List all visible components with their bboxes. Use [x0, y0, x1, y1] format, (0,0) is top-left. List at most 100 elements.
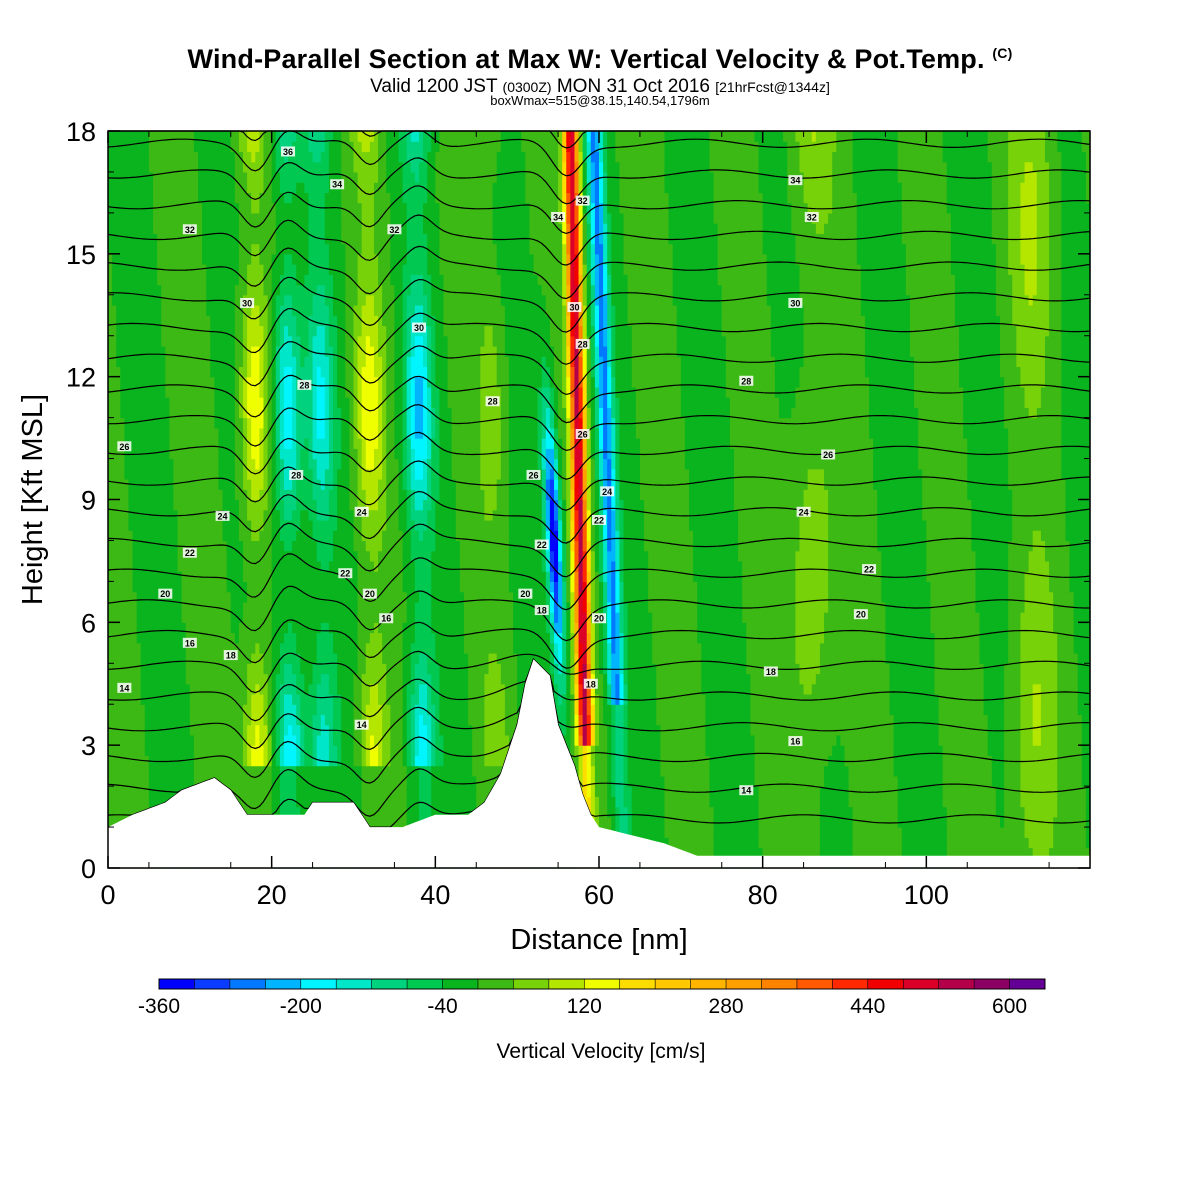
y-tick-label: 18	[66, 117, 96, 147]
colorbar-swatch	[548, 979, 585, 989]
theta-contour-label: 22	[592, 514, 606, 525]
y-tick-label: 0	[81, 854, 96, 884]
theta-contour-label: 14	[354, 719, 369, 730]
x-tick-label: 40	[420, 880, 450, 910]
colorbar-label: Vertical Velocity [cm/s]	[497, 1040, 706, 1063]
x-tick-label: 0	[100, 880, 115, 910]
box-info: boxWmax=515@38.15,140.54,1796m	[490, 93, 710, 108]
y-tick-label: 3	[81, 731, 96, 761]
theta-contour-label: 22	[338, 568, 353, 579]
vertical-velocity-field	[108, 131, 1091, 869]
y-tick-label: 6	[81, 608, 96, 638]
colorbar-swatch	[584, 979, 621, 989]
title-text: Wind-Parallel Section at Max W: Vertical…	[187, 44, 985, 74]
valid-utc: (0300Z)	[502, 79, 552, 95]
theta-contour-label: 34	[551, 211, 566, 222]
x-axis-label: Distance [nm]	[510, 924, 687, 956]
theta-contour-label: 24	[215, 510, 230, 521]
theta-contour-label: 28	[739, 375, 754, 386]
forecast-info: [21hrFcst@1344z]	[715, 79, 830, 95]
theta-contour-label: 32	[387, 224, 402, 235]
colorbar-tick-label: 600	[992, 995, 1027, 1018]
chart-subtitle: Valid 1200 JST (0300Z) MON 31 Oct 2016 […	[0, 76, 1200, 98]
contour-labels: 1416182022242628283032343614162022243230…	[117, 146, 877, 796]
theta-contour-label: 16	[182, 637, 197, 648]
chart-title: Wind-Parallel Section at Max W: Vertical…	[0, 44, 1200, 75]
theta-contour-label: 26	[575, 428, 590, 439]
theta-contour-label: 26	[821, 449, 836, 460]
theta-contour-label: 20	[518, 588, 533, 599]
theta-contour-label: 32	[804, 211, 819, 222]
theta-contour-label: 20	[592, 613, 606, 624]
colorbar-swatch	[726, 979, 762, 989]
theta-contour-label: 24	[354, 506, 369, 517]
theta-contour-label: 28	[297, 379, 312, 390]
x-tick-label: 60	[584, 880, 614, 910]
theta-contour-label: 32	[182, 224, 197, 235]
colorbar-swatch	[619, 979, 656, 989]
theta-contour-label: 18	[223, 650, 238, 661]
theta-contour-label: 16	[788, 736, 803, 747]
theta-contour-label: 20	[362, 588, 377, 599]
y-tick-label: 15	[66, 240, 96, 270]
x-tick-label: 20	[257, 880, 287, 910]
colorbar-swatch	[371, 979, 408, 989]
colorbar-tick-label: 120	[567, 995, 602, 1018]
y-tick-label: 9	[81, 486, 96, 516]
colorbar-swatch	[938, 979, 975, 989]
theta-contour-label: 22	[534, 539, 549, 550]
valid-date: MON 31 Oct 2016	[556, 76, 710, 97]
colorbar-swatch	[903, 979, 940, 989]
colorbar-swatch	[229, 979, 266, 989]
theta-contour-label: 34	[330, 179, 345, 190]
colorbar-swatch	[513, 979, 550, 989]
theta-contour-label: 30	[788, 297, 803, 308]
y-tick-label: 12	[66, 363, 96, 393]
x-tick-label: 100	[904, 880, 949, 910]
theta-contour-label: 26	[526, 469, 541, 480]
theta-contour-label: 24	[600, 486, 615, 497]
theta-contour-label: 16	[379, 613, 394, 624]
theta-contour-label: 14	[739, 785, 754, 796]
theta-contour-label: 18	[534, 605, 549, 616]
colorbar-swatch	[300, 979, 337, 989]
colorbar-swatch	[832, 979, 869, 989]
theta-contour-label: 28	[575, 338, 590, 349]
theta-contour-label: 30	[240, 297, 255, 308]
colorbar-swatch	[655, 979, 692, 989]
y-axis-label: Height [Kft MSL]	[17, 394, 49, 605]
colorbar-swatch	[690, 979, 727, 989]
terrain-mask	[108, 659, 1090, 868]
colorbar-swatch	[336, 979, 373, 989]
colorbar-swatch	[1009, 979, 1046, 989]
x-tick-label: 80	[748, 880, 778, 910]
pot-temp-contours	[107, 130, 1091, 828]
theta-contour-label: 32	[575, 195, 590, 206]
colorbar-swatch	[867, 979, 904, 989]
colorbar-swatch	[265, 979, 302, 989]
colorbar-swatch	[442, 979, 479, 989]
theta-contour-label: 28	[485, 396, 500, 407]
colorbar-tick-label: -200	[280, 995, 322, 1018]
theta-contour-label: 36	[281, 146, 296, 157]
theta-contour-label: 34	[788, 175, 803, 186]
theta-contour-label: 30	[411, 322, 426, 333]
theta-contour-label: 24	[796, 506, 811, 517]
theta-contour-label: 20	[158, 588, 173, 599]
theta-contour-label: 20	[853, 609, 868, 620]
colorbar-tick-label: 440	[850, 995, 885, 1018]
colorbar-tick-label: 280	[709, 995, 744, 1018]
theta-contour-label: 22	[862, 564, 877, 575]
colorbar-swatch	[761, 979, 798, 989]
theta-contour-label: 28	[289, 469, 304, 480]
colorbar-tick-label: -360	[138, 995, 180, 1018]
theta-contour-label: 22	[182, 547, 197, 558]
colorbar-swatch	[194, 979, 231, 989]
colorbar-swatch	[477, 979, 514, 989]
valid-prefix: Valid 1200 JST	[370, 76, 498, 97]
theta-contour-label: 18	[763, 666, 778, 677]
colorbar-swatch	[407, 979, 444, 989]
theta-contour-label: 26	[117, 441, 132, 452]
